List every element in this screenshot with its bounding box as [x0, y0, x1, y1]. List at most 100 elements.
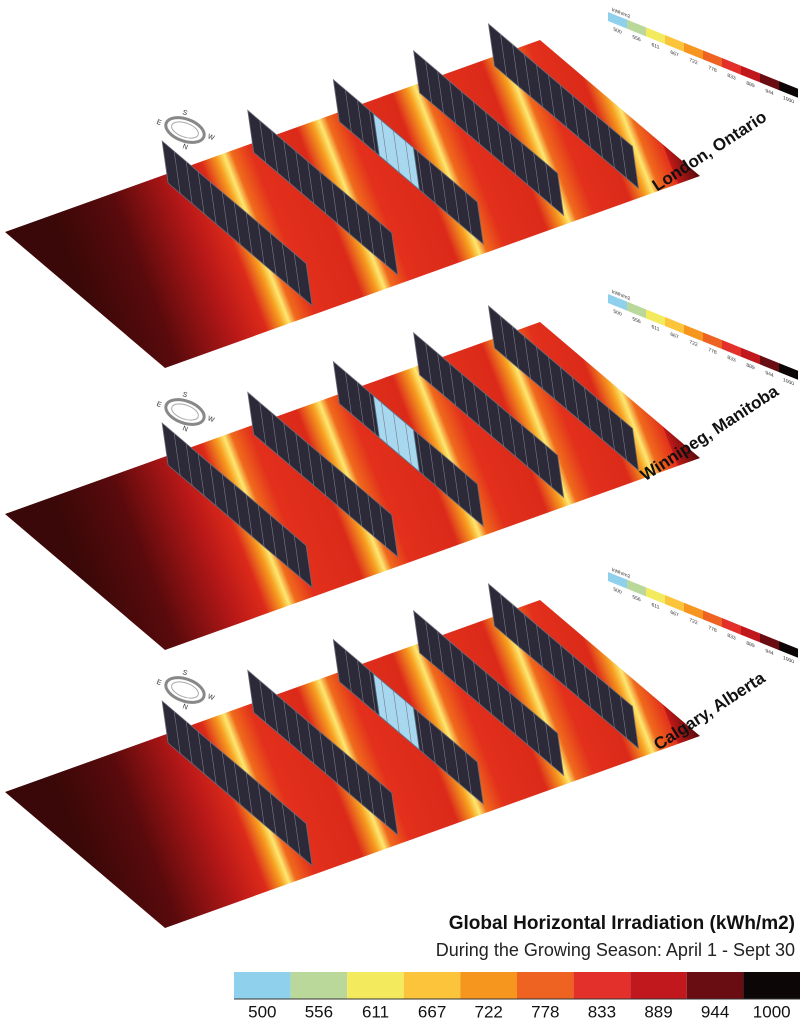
- inset-tick-label: 889: [746, 362, 754, 371]
- inset-swatch: [779, 363, 798, 380]
- panel-module-edge: [545, 723, 552, 766]
- panel-module-edge: [425, 343, 432, 386]
- inset-tick-label: 778: [708, 347, 716, 356]
- panel-module-edge: [533, 434, 540, 477]
- inset-swatch: [760, 73, 779, 91]
- panel-module-edge: [293, 813, 301, 856]
- panel-module-edge: [533, 712, 540, 755]
- panel-module-edge: [197, 453, 205, 496]
- panel-module-edge: [560, 645, 567, 688]
- panel-module-edge: [293, 535, 301, 578]
- panel-module-edge: [596, 115, 603, 158]
- panel-module-edge: [221, 752, 229, 795]
- panel-module-edge: [209, 741, 217, 784]
- colorbar-tick-label: 611: [362, 1002, 389, 1021]
- panel-module-edge: [357, 382, 364, 425]
- panel-module-edge: [331, 741, 339, 784]
- panel-module-edge: [497, 122, 504, 165]
- panel-module-edge: [572, 95, 579, 138]
- inset-tick-label: 1000: [783, 655, 794, 665]
- panel-module-edge: [509, 414, 516, 457]
- inset-tick-label: 722: [689, 339, 697, 348]
- panel-module-edge: [343, 751, 351, 795]
- inset-tick-label: 944: [765, 370, 773, 379]
- panel-module-edge: [367, 494, 375, 537]
- inset-tick-label: 611: [652, 42, 660, 51]
- panel-module-edge: [405, 140, 412, 183]
- panel-module-edge: [572, 655, 579, 698]
- inset-tick-label: 944: [765, 648, 773, 657]
- inset-swatch: [646, 309, 665, 327]
- panel-module-edge: [524, 54, 531, 97]
- panel-module-edge: [545, 163, 552, 206]
- inset-tick-label: 1000: [783, 95, 794, 105]
- compass-letter: E: [155, 679, 162, 687]
- panel-module-edge: [461, 373, 468, 416]
- panel-module-edge: [512, 604, 519, 647]
- panel-module-edge: [307, 161, 315, 204]
- panel-module-edge: [441, 453, 448, 496]
- panel-module-edge: [509, 692, 516, 735]
- panel-module-edge: [307, 721, 315, 764]
- panel-module-edge: [437, 71, 444, 114]
- inset-swatch: [627, 19, 646, 37]
- panel-module-edge: [449, 641, 456, 684]
- colorbar-swatch: [403, 972, 461, 999]
- inset-tick-label: 500: [613, 587, 621, 596]
- inset-tick-label: 778: [708, 625, 716, 634]
- inset-swatch: [722, 618, 741, 635]
- inset-swatch: [722, 58, 741, 75]
- colorbar-tick-label: 556: [305, 1002, 333, 1021]
- inset-swatch: [741, 625, 760, 643]
- panel-module-edge: [548, 74, 555, 118]
- panel-module-edge: [293, 253, 301, 296]
- panel-module-edge: [465, 191, 472, 234]
- panel-module-edge: [429, 721, 436, 764]
- panel-module-edge: [331, 463, 339, 506]
- panel-module-edge: [369, 110, 376, 153]
- panel-module-edge: [269, 232, 277, 275]
- panel-module-edge: [393, 690, 400, 733]
- inset-tick-label: 833: [727, 355, 735, 364]
- panel-module-edge: [473, 661, 480, 704]
- panel-module-edge: [548, 356, 555, 400]
- colorbar-tick-label: 778: [531, 1002, 559, 1021]
- panel-module-edge: [173, 151, 181, 194]
- inset-swatch: [608, 572, 627, 589]
- colorbar-tick-label: 944: [701, 1002, 729, 1021]
- panel-module-edge: [465, 473, 472, 516]
- panel-module-edge: [271, 690, 279, 733]
- panel-module-edge: [369, 392, 376, 435]
- panel-module-edge: [355, 484, 363, 527]
- colorbar-tick-label: 1000: [753, 1002, 791, 1021]
- panel-module-edge: [548, 634, 555, 678]
- panel-module-edge: [473, 383, 480, 426]
- inset-tick-label: 667: [670, 50, 678, 59]
- panel-module-edge: [521, 142, 528, 185]
- panel-module-edge: [429, 443, 436, 486]
- panel-module-edge: [608, 685, 615, 729]
- panel-module-edge: [221, 474, 229, 517]
- inset-tick-label: 944: [765, 88, 773, 97]
- compass-letter: N: [181, 425, 188, 433]
- colorbar-tick-label: 889: [644, 1002, 672, 1021]
- compass-letter: W: [207, 133, 216, 142]
- panel-module-edge: [417, 433, 424, 476]
- colorbar-swatch: [686, 972, 744, 999]
- panel-module-edge: [245, 212, 253, 255]
- panel-module-edge: [271, 130, 279, 173]
- panel-module-edge: [221, 192, 229, 235]
- panel-module-edge: [381, 120, 388, 163]
- compass-letter: W: [207, 415, 216, 424]
- inset-swatch: [779, 81, 798, 98]
- panel-module-edge: [381, 402, 388, 445]
- inset-swatch: [665, 35, 684, 52]
- panel-module-edge: [209, 463, 217, 506]
- panel-module-edge: [345, 649, 352, 692]
- panel-module-edge: [381, 680, 388, 723]
- compass-letter: S: [181, 391, 188, 399]
